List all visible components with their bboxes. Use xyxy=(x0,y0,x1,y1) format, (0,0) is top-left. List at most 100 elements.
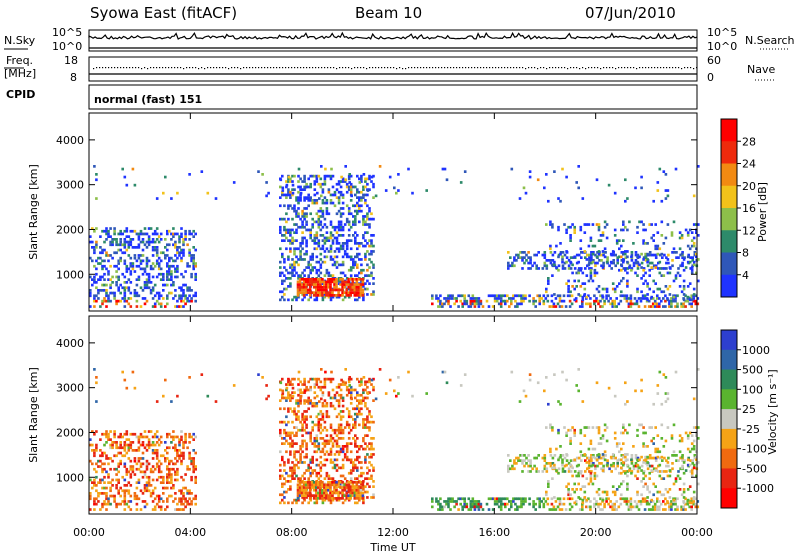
power-cell xyxy=(577,165,580,168)
power-cell xyxy=(549,261,553,265)
power-cell xyxy=(337,234,341,237)
power-cell xyxy=(117,243,120,247)
velocity-cell xyxy=(182,492,185,495)
power-cell xyxy=(567,259,571,262)
velocity-cell xyxy=(133,432,137,436)
power-cell xyxy=(616,261,619,265)
power-cell xyxy=(162,289,165,292)
velocity-cell xyxy=(287,391,290,394)
velocity-cell xyxy=(582,454,585,457)
power-cell xyxy=(522,186,526,190)
nave-point xyxy=(315,67,317,69)
velocity-cell xyxy=(684,502,687,506)
power-cell xyxy=(113,297,116,300)
power-cell xyxy=(279,178,283,182)
power-cell xyxy=(593,271,597,275)
nave-point xyxy=(198,68,200,70)
power-cell xyxy=(301,231,304,234)
velocity-cell xyxy=(579,488,583,491)
power-cell xyxy=(499,299,503,303)
power-cell xyxy=(362,215,365,218)
velocity-cell xyxy=(361,491,365,495)
velocity-cell xyxy=(319,431,323,435)
power-cell xyxy=(665,256,668,259)
power-cell xyxy=(297,201,300,205)
velocity-cell xyxy=(445,502,448,506)
velocity-cell xyxy=(581,501,585,505)
velocity-cell xyxy=(354,412,357,416)
power-cell xyxy=(315,260,319,264)
power-cell xyxy=(143,302,147,306)
power-cell xyxy=(361,283,365,286)
power-cell xyxy=(287,188,290,191)
velocity-cell xyxy=(493,502,497,506)
power-cell xyxy=(552,305,556,308)
velocity-cell xyxy=(89,508,92,511)
power-cell xyxy=(301,209,304,213)
power-cell xyxy=(517,256,520,259)
power-cell xyxy=(345,217,349,221)
velocity-cell xyxy=(335,486,338,489)
power-cell xyxy=(131,267,135,271)
velocity-cell xyxy=(131,470,135,474)
power-cell xyxy=(133,294,137,298)
velocity-cell xyxy=(608,467,611,471)
velocity-cell xyxy=(317,463,321,467)
velocity-cell xyxy=(93,432,96,436)
velocity-cell xyxy=(299,391,302,394)
velocity-cell xyxy=(329,450,333,454)
power-cell xyxy=(512,294,515,298)
power-cell xyxy=(518,302,521,306)
power-cell xyxy=(291,239,294,242)
velocity-cell xyxy=(654,456,658,460)
velocity-cell xyxy=(538,505,541,509)
velocity-cell xyxy=(300,486,304,489)
power-cell xyxy=(361,291,365,294)
velocity-cell xyxy=(602,467,605,471)
power-cell xyxy=(105,254,108,257)
velocity-cell xyxy=(139,443,143,447)
velocity-cell xyxy=(652,456,656,460)
velocity-cell xyxy=(563,456,567,460)
velocity-cell xyxy=(105,430,108,433)
power-cell xyxy=(331,201,335,205)
power-cell xyxy=(125,248,129,252)
velocity-cell xyxy=(561,463,564,467)
power-cell xyxy=(308,277,312,281)
power-cell xyxy=(567,285,570,288)
velocity-cell xyxy=(308,497,312,500)
velocity-cell xyxy=(133,457,137,460)
velocity-cell xyxy=(696,500,700,503)
power-cell xyxy=(370,271,373,275)
power-cell xyxy=(362,188,365,191)
power-cell xyxy=(656,189,660,192)
velocity-cell xyxy=(301,434,304,437)
velocity-cell xyxy=(356,477,359,480)
power-cell xyxy=(319,291,322,294)
velocity-cell xyxy=(541,456,545,460)
velocity-cell xyxy=(565,485,568,488)
power-cell xyxy=(155,259,159,263)
power-cell xyxy=(613,299,616,303)
power-cell xyxy=(520,294,523,298)
power-cell xyxy=(551,253,555,257)
power-cell xyxy=(620,290,623,294)
power-cell xyxy=(145,246,149,249)
power-cell xyxy=(354,242,357,245)
power-cell xyxy=(495,294,499,298)
velocity-cell xyxy=(585,505,588,509)
noise-sky-label: N.Sky xyxy=(4,34,36,47)
velocity-cell xyxy=(597,442,601,445)
nave-point xyxy=(435,67,437,69)
power-cell xyxy=(331,225,335,229)
velocity-cell xyxy=(115,484,118,487)
velocity-cell xyxy=(654,459,658,462)
power-cell xyxy=(352,215,355,218)
power-cell xyxy=(319,185,323,189)
plot-title: Syowa East (fitACF) xyxy=(90,4,237,22)
velocity-cell xyxy=(343,426,347,429)
power-cell xyxy=(298,277,302,281)
velocity-cell xyxy=(304,483,308,487)
power-cell xyxy=(117,232,120,236)
power-cell xyxy=(347,283,350,286)
